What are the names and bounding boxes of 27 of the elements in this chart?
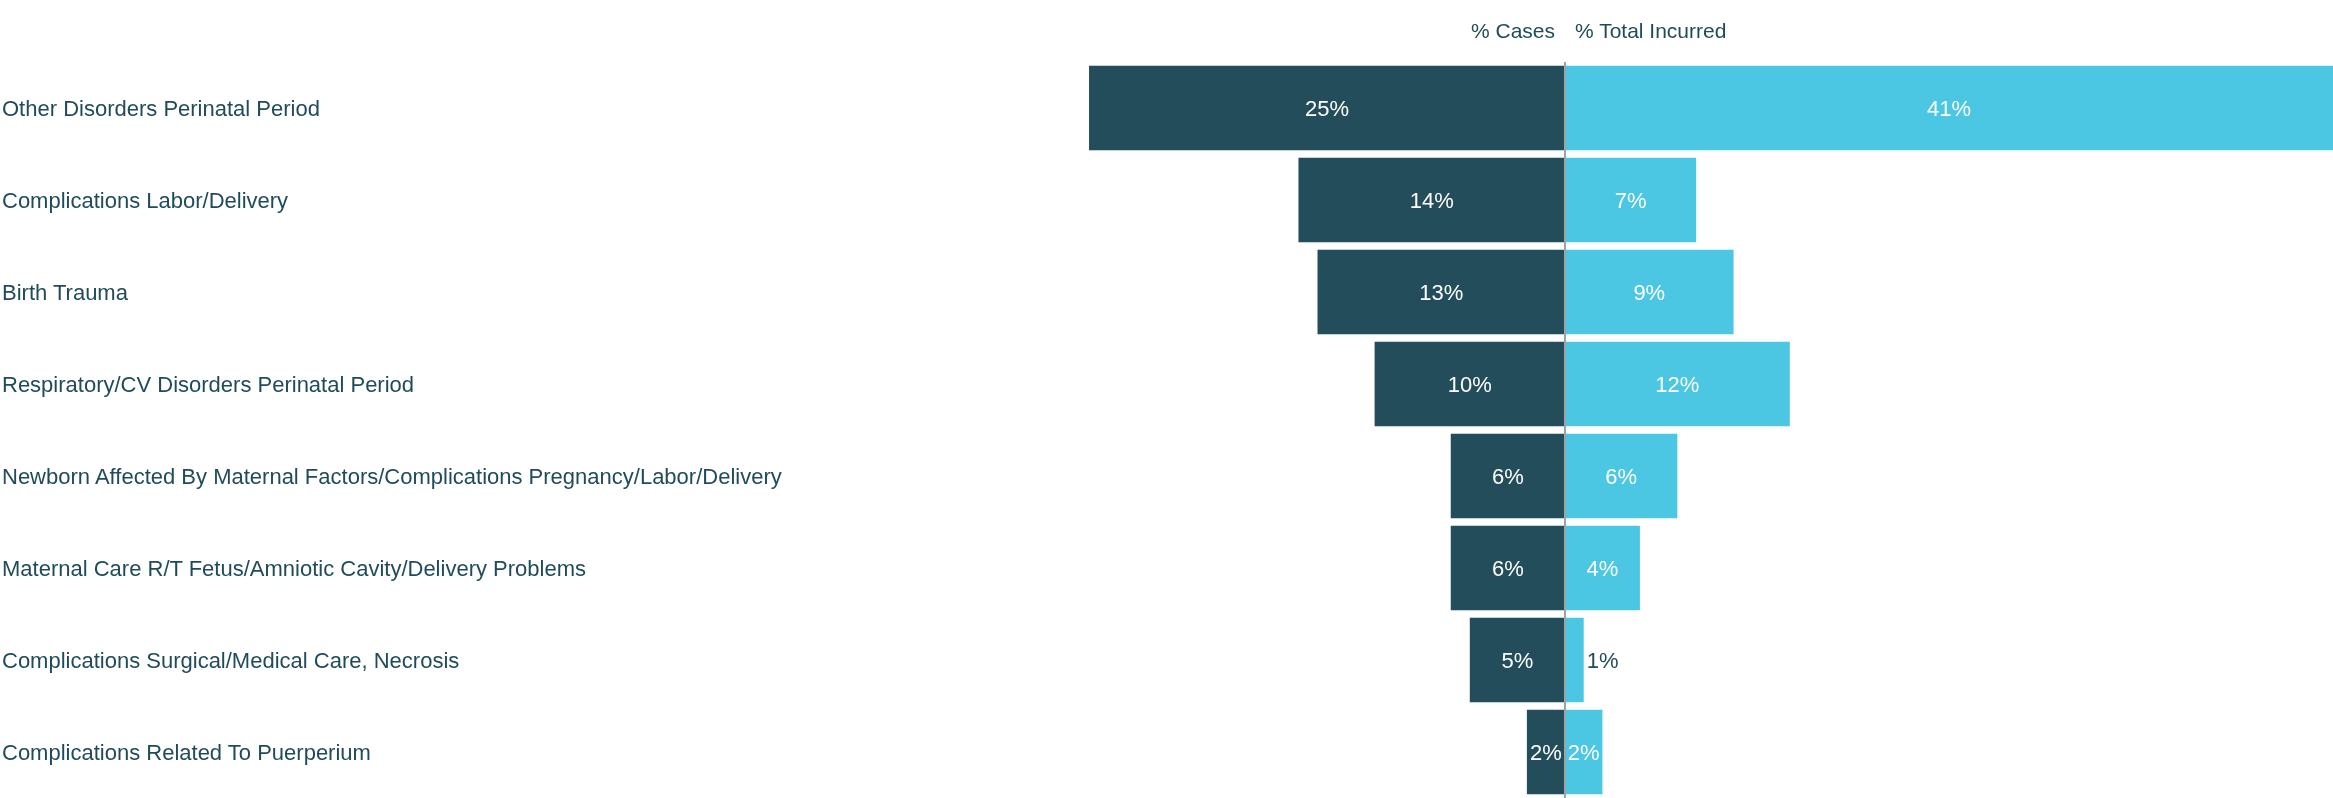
data-label: 7% (1614, 187, 1647, 213)
data-label: 2% (1567, 739, 1600, 765)
data-label: 12% (1655, 371, 1700, 397)
data-label: 25% (1304, 95, 1350, 121)
data-label: 14% (1409, 187, 1454, 213)
y-tick-label: Newborn Affected By Maternal Factors/Complications Pregnancy/Labor/Delivery (2, 464, 782, 489)
y-tick-label: Complications Surgical/Medical Care, Necrosis (2, 648, 460, 673)
data-label: 6% (1605, 463, 1638, 489)
chart-title: % Total Incurred (1575, 19, 1727, 42)
data-label: 41% (1926, 95, 1972, 121)
data-label: 6% (1491, 463, 1524, 489)
data-label: 6% (1491, 555, 1524, 581)
data-label: 4% (1586, 555, 1619, 581)
data-label: 13% (1419, 279, 1464, 305)
chart-title: % Cases (1471, 19, 1556, 42)
y-tick-label: Respiratory/CV Disorders Perinatal Period (2, 372, 415, 397)
data-label: 5% (1501, 647, 1534, 673)
y-tick-label: Complications Related To Puerperium (2, 740, 371, 765)
data-label: 2% (1530, 739, 1562, 765)
y-tick-label: Birth Trauma (2, 280, 129, 305)
y-tick-label: Complications Labor/Delivery (2, 188, 289, 213)
data-label: 10% (1447, 371, 1492, 397)
bar (1564, 617, 1584, 703)
data-label: 9% (1633, 279, 1666, 305)
data-label: 1% (1586, 647, 1619, 673)
y-tick-label: Other Disorders Perinatal Period (2, 96, 320, 121)
y-tick-label: Maternal Care R/T Fetus/Amniotic Cavity/Delivery Problems (2, 556, 586, 581)
